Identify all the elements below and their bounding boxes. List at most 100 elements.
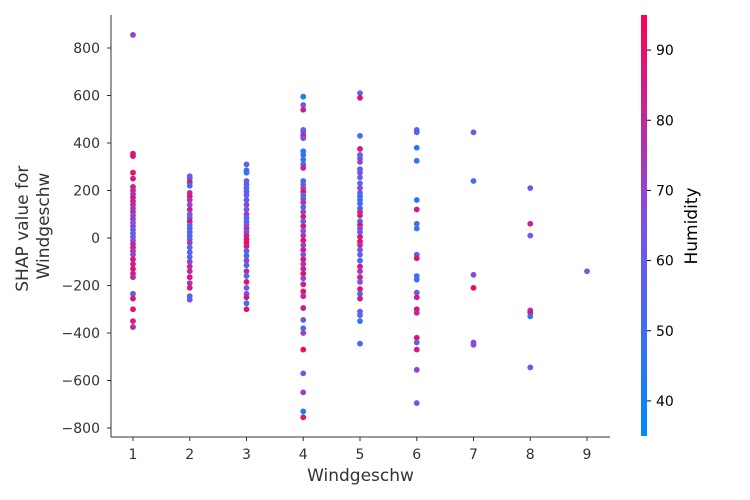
data-point <box>243 279 250 285</box>
data-point <box>584 268 590 275</box>
data-point <box>300 135 307 142</box>
data-point <box>413 334 420 341</box>
data-point <box>300 242 307 249</box>
data-point <box>357 94 363 101</box>
data-point <box>357 242 363 249</box>
x-tick-label: 1 <box>129 447 138 463</box>
data-point <box>300 93 307 100</box>
x-axis-ticks: 1 2 3 4 5 6 7 8 9 <box>129 437 592 463</box>
data-point <box>130 306 136 313</box>
data-point <box>300 213 307 220</box>
data-point <box>413 294 420 301</box>
x-tick-label: 9 <box>583 447 592 463</box>
data-point <box>186 280 193 287</box>
data-point <box>357 169 363 176</box>
data-point <box>186 296 193 303</box>
y-tick-label: 800 <box>73 41 100 57</box>
data-point <box>243 243 250 250</box>
data-point <box>186 239 193 246</box>
data-point <box>300 305 307 311</box>
data-point <box>527 220 534 227</box>
data-point <box>300 106 307 113</box>
colorbar-tick-label: 50 <box>656 324 674 340</box>
data-point <box>357 146 363 152</box>
y-tick-label: −400 <box>62 326 100 342</box>
data-point <box>357 286 363 292</box>
colorbar <box>641 15 647 436</box>
data-point <box>357 159 363 165</box>
data-point <box>243 294 250 301</box>
data-point <box>300 265 307 272</box>
data-point <box>413 289 420 296</box>
data-point <box>300 288 307 295</box>
data-point <box>413 197 420 203</box>
data-point <box>130 256 136 263</box>
x-axis-title: Windgeschw <box>307 466 414 486</box>
y-axis-ticks: −800 −600 −400 −200 0 200 400 600 800 <box>62 41 111 437</box>
data-point <box>300 270 307 277</box>
data-point <box>470 341 477 348</box>
data-point <box>527 313 534 320</box>
data-point <box>243 206 250 213</box>
data-point <box>300 102 307 108</box>
data-point <box>243 248 250 254</box>
data-point <box>186 254 193 260</box>
data-point <box>130 175 136 182</box>
data-point <box>357 246 363 253</box>
data-point <box>413 346 420 353</box>
data-point <box>243 192 250 199</box>
data-point <box>300 370 307 377</box>
data-point <box>413 144 420 151</box>
data-point <box>300 414 307 421</box>
data-point <box>243 252 250 259</box>
data-point <box>300 408 307 415</box>
y-axis-title-line-2: Windgeschw <box>34 172 54 279</box>
data-point <box>300 232 307 239</box>
data-point <box>413 309 420 316</box>
data-point <box>186 284 193 291</box>
x-tick-label: 5 <box>356 447 365 463</box>
data-point <box>186 244 193 251</box>
data-point <box>243 169 250 176</box>
data-point <box>130 153 136 159</box>
data-point <box>300 208 307 215</box>
data-point <box>130 251 136 258</box>
data-point <box>300 281 307 288</box>
data-point <box>357 340 363 347</box>
y-tick-label: 200 <box>73 184 100 200</box>
data-point <box>186 201 193 208</box>
data-point <box>300 275 307 282</box>
data-point <box>357 279 363 285</box>
colorbar-tick-label: 40 <box>656 394 674 410</box>
data-point <box>300 237 307 244</box>
x-tick-label: 8 <box>526 447 535 463</box>
data-point <box>130 290 136 297</box>
x-tick-label: 6 <box>412 447 421 463</box>
data-point <box>357 90 363 97</box>
y-axis-title: SHAP value for Windgeschw <box>13 160 54 291</box>
data-point <box>413 339 420 346</box>
data-point <box>300 330 307 336</box>
data-point <box>300 325 307 332</box>
data-point <box>470 178 477 184</box>
data-point <box>357 312 363 319</box>
data-point <box>186 182 193 189</box>
x-tick-label: 3 <box>242 447 251 463</box>
data-point <box>357 268 363 275</box>
data-point <box>357 318 363 325</box>
data-point <box>357 257 363 264</box>
data-point <box>130 32 136 38</box>
y-tick-label: −600 <box>62 374 100 390</box>
data-point <box>130 318 136 325</box>
data-point <box>357 263 363 270</box>
data-point <box>243 300 250 307</box>
data-point <box>300 199 307 206</box>
data-point <box>243 257 250 264</box>
colorbar-ticks: 40 50 60 70 80 90 <box>647 43 674 410</box>
data-point <box>357 132 363 139</box>
data-point <box>527 232 534 239</box>
data-point <box>186 249 193 256</box>
data-point <box>357 251 363 258</box>
data-point <box>243 161 250 168</box>
